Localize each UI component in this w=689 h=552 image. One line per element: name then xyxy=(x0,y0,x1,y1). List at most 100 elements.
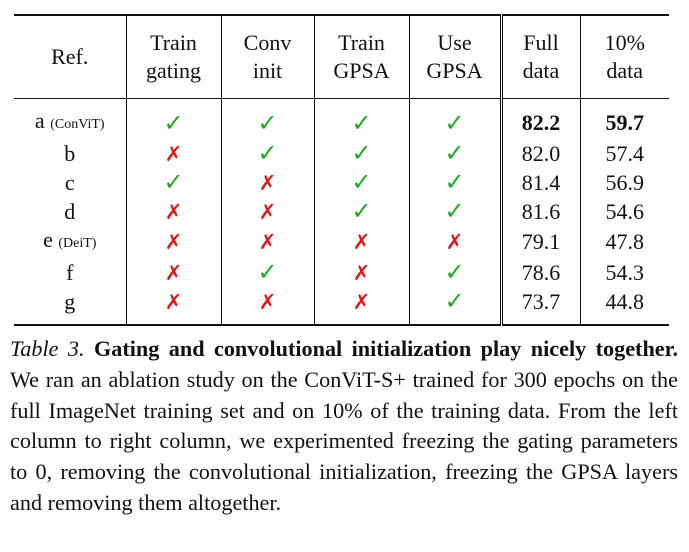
table-row: b ✗ ✓ ✓ ✓ 82.0 57.4 xyxy=(14,139,669,168)
ablation-table: Ref. Train gating Conv init Train GPSA Use G… xyxy=(14,14,669,326)
cell-full-data: 82.2 xyxy=(499,98,580,139)
cell-train-gpsa: ✓ xyxy=(313,197,409,226)
table-header-row: Ref. Train gating Conv init Train GPSA Use G… xyxy=(14,15,669,99)
cell-ref: e (DeiT) xyxy=(14,226,126,258)
cell-full-data: 73.7 xyxy=(499,287,580,325)
cell-full-data: 81.4 xyxy=(499,168,580,197)
cell-ten-pct-data: 57.4 xyxy=(579,139,669,168)
checkmark-icon: ✓ xyxy=(257,139,278,167)
checkmark-icon: ✓ xyxy=(444,108,465,137)
table-row: g ✗ ✗ ✗ ✓ 73.7 44.8 xyxy=(14,287,669,325)
ref-letter: g xyxy=(64,288,76,314)
cell-use-gpsa: ✓ xyxy=(408,258,501,287)
cell-conv-init: ✗ xyxy=(220,287,314,325)
header-use-gpsa: Use GPSA xyxy=(408,15,501,99)
header-ten-pct-data: 10% data xyxy=(579,15,669,99)
cell-full-data: 82.0 xyxy=(499,139,580,168)
cell-use-gpsa: ✗ xyxy=(408,226,501,258)
table-row: a (ConViT) ✓ ✓ ✓ ✓ 82.2 59.7 xyxy=(14,98,669,140)
cell-train-gating: ✗ xyxy=(125,226,221,258)
cell-ref: a (ConViT) xyxy=(14,99,126,140)
cell-use-gpsa: ✓ xyxy=(408,98,501,139)
cell-train-gating: ✗ xyxy=(125,197,221,226)
cell-conv-init: ✗ xyxy=(220,197,314,226)
cell-train-gpsa: ✗ xyxy=(313,287,409,325)
cell-ref: d xyxy=(14,197,126,226)
checkmark-icon: ✓ xyxy=(351,197,372,225)
cross-icon: ✗ xyxy=(352,230,371,254)
checkmark-icon: ✓ xyxy=(163,168,184,196)
table-row: f ✗ ✓ ✗ ✓ 78.6 54.3 xyxy=(14,258,669,287)
cell-full-data: 81.6 xyxy=(499,197,580,226)
table-row: e (DeiT) ✗ ✗ ✗ ✗ 79.1 47.8 xyxy=(14,226,669,258)
cross-icon: ✗ xyxy=(352,260,371,285)
checkmark-icon: ✓ xyxy=(257,258,278,286)
cell-conv-init: ✓ xyxy=(220,98,314,139)
cross-icon: ✗ xyxy=(258,230,277,254)
cell-train-gating: ✗ xyxy=(125,287,221,325)
ref-letter: a xyxy=(34,108,45,133)
cell-train-gpsa: ✓ xyxy=(313,98,409,139)
cell-ref: b xyxy=(14,139,126,168)
ref-letter: e xyxy=(43,227,53,252)
header-train-gating: Train gating xyxy=(125,15,221,99)
cell-train-gating: ✓ xyxy=(125,168,221,197)
cell-ten-pct-data: 47.8 xyxy=(579,226,669,258)
cell-conv-init: ✗ xyxy=(220,168,314,197)
checkmark-icon: ✓ xyxy=(163,108,184,137)
cross-icon: ✗ xyxy=(258,289,277,314)
cell-train-gating: ✓ xyxy=(125,98,221,139)
ablation-table-container: Ref. Train gating Conv init Train GPSA Use G… xyxy=(14,14,669,326)
checkmark-icon: ✓ xyxy=(444,287,465,315)
cross-icon: ✗ xyxy=(164,230,183,254)
cell-ten-pct-data: 59.7 xyxy=(579,98,669,139)
checkmark-icon: ✓ xyxy=(444,139,465,167)
cell-use-gpsa: ✓ xyxy=(408,139,501,168)
cell-train-gpsa: ✗ xyxy=(313,258,409,287)
cell-full-data: 78.6 xyxy=(499,258,580,287)
cell-conv-init: ✗ xyxy=(220,226,314,258)
ref-letter: d xyxy=(64,198,76,224)
ref-letter: f xyxy=(66,259,74,285)
cell-ten-pct-data: 54.3 xyxy=(579,258,669,287)
cell-full-data: 79.1 xyxy=(499,226,580,258)
cell-ref: g xyxy=(14,287,126,325)
cross-icon: ✗ xyxy=(352,289,371,314)
cross-icon: ✗ xyxy=(164,141,183,166)
table-body: a (ConViT) ✓ ✓ ✓ ✓ 82.2 59.7 b ✗ ✓ ✓ ✓ 82.0 57.4 c ✓ ✗ ✓ ✓… xyxy=(14,98,669,325)
cross-icon: ✗ xyxy=(445,230,464,254)
cross-icon: ✗ xyxy=(164,199,183,224)
checkmark-icon: ✓ xyxy=(257,108,278,137)
ref-letter: b xyxy=(64,140,76,166)
cross-icon: ✗ xyxy=(164,289,183,314)
header-conv-init: Conv init xyxy=(220,15,314,99)
caption-body: We ran an ablation study on the ConViT-S… xyxy=(10,366,678,515)
cell-conv-init: ✓ xyxy=(220,139,314,168)
checkmark-icon: ✓ xyxy=(444,258,465,286)
ref-note: (DeiT) xyxy=(58,236,97,251)
checkmark-icon: ✓ xyxy=(444,197,465,225)
cross-icon: ✗ xyxy=(258,199,277,224)
cell-train-gpsa: ✓ xyxy=(313,168,409,197)
cell-use-gpsa: ✓ xyxy=(408,287,501,325)
cross-icon: ✗ xyxy=(258,170,277,195)
cell-ten-pct-data: 44.8 xyxy=(579,287,669,325)
cell-ten-pct-data: 54.6 xyxy=(579,197,669,226)
checkmark-icon: ✓ xyxy=(351,108,372,137)
cell-train-gpsa: ✗ xyxy=(313,226,409,258)
cell-train-gating: ✗ xyxy=(125,139,221,168)
cell-ten-pct-data: 56.9 xyxy=(579,168,669,197)
ref-letter: c xyxy=(64,169,75,195)
checkmark-icon: ✓ xyxy=(444,168,465,196)
checkmark-icon: ✓ xyxy=(351,168,372,196)
cross-icon: ✗ xyxy=(164,260,183,285)
header-train-gpsa: Train GPSA xyxy=(313,15,409,99)
table-row: d ✗ ✗ ✓ ✓ 81.6 54.6 xyxy=(14,197,669,226)
cell-train-gating: ✗ xyxy=(125,258,221,287)
table-row: c ✓ ✗ ✓ ✓ 81.4 56.9 xyxy=(14,168,669,197)
cell-ref: f xyxy=(14,258,126,287)
caption-label: Table 3. xyxy=(10,336,85,361)
header-ref: Ref. xyxy=(51,44,89,69)
cell-ref: c xyxy=(14,168,126,197)
cell-conv-init: ✓ xyxy=(220,258,314,287)
